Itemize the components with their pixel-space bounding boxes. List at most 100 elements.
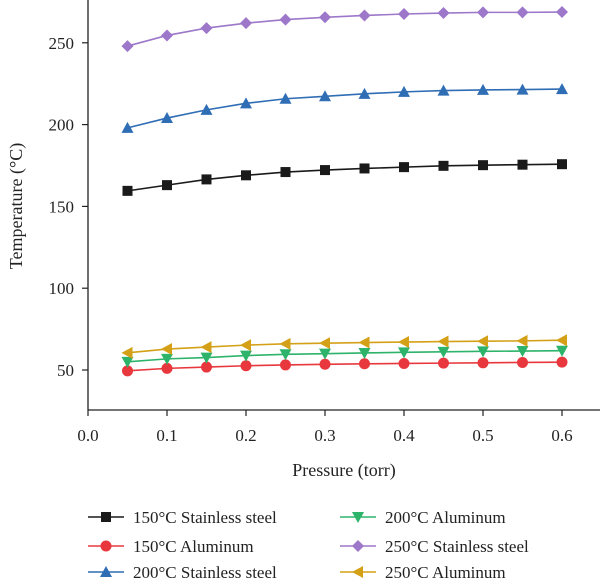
x-tick-label: 0.6 (551, 426, 572, 445)
data-point (279, 337, 291, 350)
x-axis-title: Pressure (torr) (292, 460, 395, 481)
data-point (320, 165, 330, 176)
series-3 (121, 345, 568, 368)
x-tick-label: 0.5 (472, 426, 493, 445)
data-point (279, 349, 292, 361)
series-4 (121, 6, 568, 53)
data-point (477, 6, 489, 19)
y-axis-title: Temperature (°C) (6, 143, 27, 269)
data-point (240, 97, 252, 109)
data-point (516, 83, 529, 95)
data-point (279, 92, 292, 104)
data-point (121, 356, 134, 368)
data-point (162, 180, 172, 191)
axes (87, 0, 600, 411)
series-line (127, 361, 563, 372)
data-point (161, 112, 173, 124)
data-point (398, 347, 410, 359)
data-point (556, 345, 568, 357)
x-tick-label: 0.1 (156, 426, 177, 445)
data-point (319, 11, 331, 24)
data-point (516, 334, 528, 347)
y-tick-label: 150 (49, 197, 75, 216)
series-line (127, 11, 563, 47)
x-tick-label: 0.2 (235, 426, 256, 445)
data-point (319, 337, 330, 350)
data-point (161, 343, 172, 356)
data-point (516, 6, 529, 19)
data-point (556, 356, 568, 368)
y-tick-label: 200 (49, 116, 75, 135)
data-point (200, 22, 213, 35)
legend-marker (100, 566, 112, 577)
legend-item: 250°C Aluminum (340, 563, 506, 582)
data-point (161, 29, 173, 42)
data-point (319, 348, 331, 360)
series-layer (121, 6, 568, 377)
data-point (358, 347, 371, 359)
series-1 (122, 356, 568, 377)
legend-item: 250°C Stainless steel (340, 537, 529, 556)
data-point (398, 357, 410, 369)
legend-label: 250°C Stainless steel (385, 537, 529, 556)
legend-label: 250°C Aluminum (385, 563, 506, 582)
series-line (127, 163, 563, 192)
legend-marker (352, 540, 364, 552)
data-point (398, 85, 410, 97)
legend-label: 200°C Stainless steel (133, 563, 277, 582)
data-point (121, 40, 134, 53)
data-point (517, 159, 528, 170)
data-point (398, 336, 409, 349)
data-point (556, 6, 568, 19)
legend-item: 200°C Stainless steel (88, 563, 277, 582)
data-point (319, 90, 331, 102)
series-line (127, 349, 563, 363)
data-point (437, 84, 450, 96)
data-point (359, 163, 370, 174)
data-point (358, 9, 371, 22)
data-point (200, 352, 213, 364)
series-line (127, 88, 563, 129)
data-point (438, 160, 449, 171)
legend-item: 150°C Stainless steel (88, 508, 277, 527)
y-tick-label: 250 (49, 34, 75, 53)
data-point (200, 103, 213, 115)
ticks: 0.0 0.1 0.2 0.3 0.4 0.5 0.6 50 100 150 200 250 (49, 34, 573, 445)
data-point (477, 83, 489, 95)
data-point (517, 356, 528, 368)
data-point (516, 346, 529, 358)
data-point (280, 167, 291, 178)
legend-label: 150°C Aluminum (133, 537, 254, 556)
data-point (200, 341, 212, 354)
x-tick-label: 0.3 (314, 426, 335, 445)
data-point (556, 334, 567, 347)
x-tick-label: 0.0 (77, 426, 98, 445)
x-tick-label: 0.4 (393, 426, 415, 445)
data-point (358, 87, 371, 99)
data-point (398, 8, 410, 21)
data-point (477, 335, 488, 348)
data-point (240, 360, 252, 372)
legend-marker (101, 512, 111, 522)
data-point (240, 339, 251, 352)
data-point (359, 358, 370, 370)
data-point (437, 7, 450, 20)
data-point (122, 185, 133, 196)
y-tick-label: 100 (49, 279, 75, 298)
series-5 (121, 334, 567, 359)
data-point (399, 162, 409, 173)
legend-marker (100, 540, 112, 552)
data-point (201, 361, 212, 373)
series-line (127, 339, 563, 354)
data-point (279, 13, 292, 26)
data-point (358, 336, 370, 349)
legend-label: 200°C Aluminum (385, 508, 506, 527)
data-point (240, 350, 252, 362)
data-point (438, 357, 449, 369)
data-point (478, 160, 488, 171)
data-point (556, 83, 568, 95)
data-point (201, 174, 212, 185)
data-point (241, 170, 251, 181)
y-tick-label: 50 (57, 361, 74, 380)
